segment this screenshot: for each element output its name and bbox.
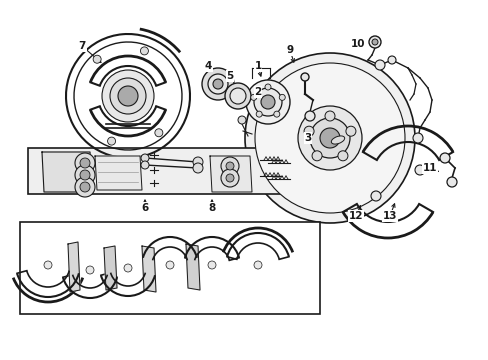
Circle shape xyxy=(225,174,234,182)
Circle shape xyxy=(311,151,322,161)
Circle shape xyxy=(345,126,355,136)
Circle shape xyxy=(245,80,289,124)
Circle shape xyxy=(264,84,270,90)
Circle shape xyxy=(229,88,245,104)
Circle shape xyxy=(225,162,234,170)
Circle shape xyxy=(244,53,414,223)
Circle shape xyxy=(254,63,404,213)
Text: 3: 3 xyxy=(304,133,311,143)
Circle shape xyxy=(250,94,256,100)
Circle shape xyxy=(297,106,361,170)
Circle shape xyxy=(387,56,395,64)
Circle shape xyxy=(238,116,245,124)
Circle shape xyxy=(44,261,52,269)
Circle shape xyxy=(261,95,274,109)
Polygon shape xyxy=(95,156,142,190)
Circle shape xyxy=(75,153,95,173)
Circle shape xyxy=(193,163,203,173)
Polygon shape xyxy=(42,152,92,192)
Text: 1: 1 xyxy=(254,61,261,71)
Circle shape xyxy=(253,261,262,269)
Circle shape xyxy=(370,191,380,201)
Circle shape xyxy=(141,154,149,162)
Polygon shape xyxy=(185,244,200,290)
Text: 12: 12 xyxy=(348,211,363,221)
Circle shape xyxy=(273,111,279,117)
Circle shape xyxy=(75,177,95,197)
Bar xyxy=(20,222,319,314)
Circle shape xyxy=(368,36,380,48)
Circle shape xyxy=(141,161,149,169)
Circle shape xyxy=(102,70,154,122)
Circle shape xyxy=(80,182,90,192)
Polygon shape xyxy=(68,242,80,292)
Circle shape xyxy=(207,261,216,269)
Circle shape xyxy=(86,266,94,274)
Circle shape xyxy=(325,111,334,121)
Polygon shape xyxy=(104,246,117,290)
Circle shape xyxy=(202,68,234,100)
Circle shape xyxy=(253,88,282,116)
Circle shape xyxy=(305,111,314,121)
Circle shape xyxy=(309,118,349,158)
Circle shape xyxy=(301,73,308,81)
Circle shape xyxy=(374,60,384,70)
Circle shape xyxy=(279,94,285,100)
Circle shape xyxy=(224,83,250,109)
Ellipse shape xyxy=(331,136,344,144)
Circle shape xyxy=(124,264,132,272)
Circle shape xyxy=(221,169,239,187)
Text: 2: 2 xyxy=(254,87,261,97)
Circle shape xyxy=(107,137,115,145)
Circle shape xyxy=(193,157,203,167)
Circle shape xyxy=(165,261,174,269)
Text: 10: 10 xyxy=(350,39,365,49)
Circle shape xyxy=(93,55,101,63)
Text: 6: 6 xyxy=(141,203,148,213)
Circle shape xyxy=(140,47,148,55)
Circle shape xyxy=(80,170,90,180)
Text: 4: 4 xyxy=(204,61,211,71)
Circle shape xyxy=(213,79,223,89)
Circle shape xyxy=(412,133,422,143)
Circle shape xyxy=(371,39,377,45)
Circle shape xyxy=(304,126,313,136)
Circle shape xyxy=(319,128,339,148)
Circle shape xyxy=(446,177,456,187)
Circle shape xyxy=(75,165,95,185)
Circle shape xyxy=(439,153,449,163)
Circle shape xyxy=(80,158,90,168)
Circle shape xyxy=(414,165,424,175)
Polygon shape xyxy=(209,156,251,192)
Circle shape xyxy=(221,157,239,175)
Text: 11: 11 xyxy=(422,163,436,173)
Circle shape xyxy=(118,86,138,106)
Text: 13: 13 xyxy=(382,211,396,221)
Circle shape xyxy=(256,111,262,117)
Circle shape xyxy=(207,74,227,94)
Text: 8: 8 xyxy=(208,203,215,213)
Text: 9: 9 xyxy=(286,45,293,55)
Circle shape xyxy=(155,129,163,137)
Text: 5: 5 xyxy=(226,71,233,81)
Polygon shape xyxy=(142,246,156,292)
Bar xyxy=(28,148,321,194)
Circle shape xyxy=(110,78,146,114)
Text: 7: 7 xyxy=(78,41,85,51)
Circle shape xyxy=(337,151,347,161)
